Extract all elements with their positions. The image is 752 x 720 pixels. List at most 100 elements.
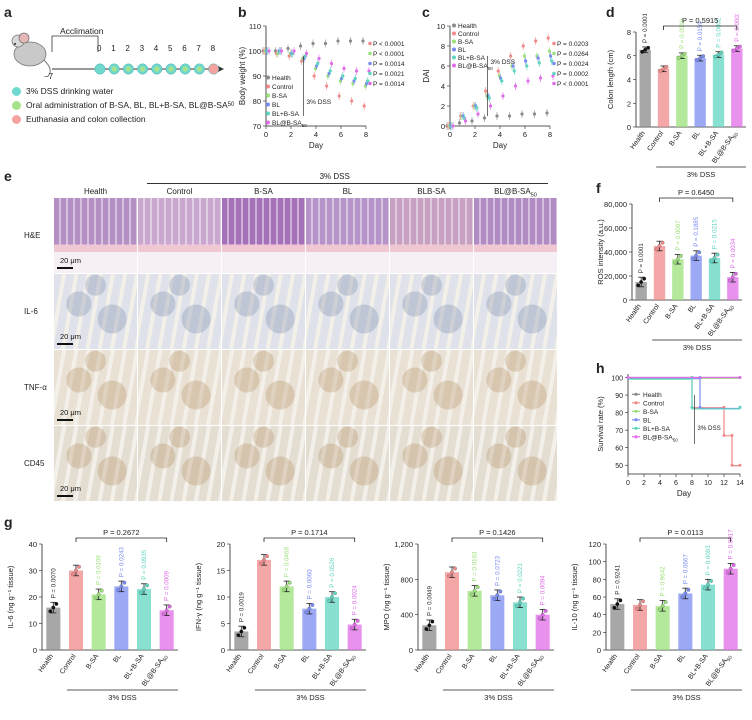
- y-tick-label: 90: [253, 72, 261, 81]
- top-pvalue: P = 0.0113: [667, 528, 703, 537]
- x-tick-label: 2: [289, 130, 293, 139]
- x-tick-label: Health: [226, 653, 243, 674]
- data-point: [327, 71, 331, 76]
- x-tick-label: 8: [548, 130, 552, 139]
- survival-point: [738, 405, 742, 409]
- data-point: [712, 256, 717, 260]
- top-pvalue: P = 0.1426: [479, 528, 515, 537]
- legend-label: BL: [643, 417, 651, 424]
- x-tick-label: BL: [488, 653, 499, 664]
- data-point: [511, 64, 515, 68]
- data-point: [658, 68, 663, 73]
- histology-image: [390, 350, 473, 425]
- survival-point: [730, 463, 734, 467]
- legend-marker: [634, 435, 638, 439]
- y-tick-label: 40: [593, 611, 601, 620]
- data-point: [680, 595, 685, 600]
- x-tick-label: 2: [642, 480, 646, 487]
- y-tick-label: 10: [29, 620, 37, 629]
- histology-image: [138, 350, 221, 425]
- panel-a-timeline: [11, 32, 224, 77]
- data-point: [734, 46, 739, 51]
- data-point: [496, 69, 500, 73]
- timeline-day-dot: [94, 63, 106, 75]
- legend-marker: [634, 426, 638, 430]
- data-point: [463, 119, 468, 123]
- treatment-dot: [168, 66, 174, 72]
- data-point: [636, 283, 641, 288]
- x-tick-label: B-SA: [273, 653, 288, 671]
- panel-f-chart: 0 20,000 40,000 60,000 80,000 ROS intensity (…: [596, 188, 742, 352]
- panel-c-chart: 0 2 4 6 8 10 0 2 4 6 8 Day DAI 3% DSS HealthControlB-S…: [422, 22, 589, 150]
- data-point: [521, 596, 525, 601]
- legend-item: 3% DSS drinking water: [12, 86, 237, 96]
- dss-label: 3% DSS: [672, 693, 700, 702]
- bar-pvalue: P = 0.0215: [712, 219, 719, 250]
- y-tick-label: 6: [441, 62, 445, 71]
- data-point: [532, 112, 537, 116]
- acclimation-label: Acclimation: [60, 26, 104, 36]
- histology-image: [54, 426, 137, 501]
- data-point: [122, 580, 127, 585]
- bar: [635, 282, 647, 300]
- data-point: [450, 570, 454, 575]
- x-tick-label: B-SA: [461, 653, 476, 671]
- bar-pvalue: P = 0.0009: [164, 570, 171, 601]
- panel-e: 3% DSS Health Control B-SA BL BLB-SA BL@B-SA50…: [8, 172, 588, 512]
- data-point: [499, 76, 503, 80]
- bar: [467, 590, 482, 650]
- data-point: [639, 280, 644, 284]
- panel-g-il10-chart: 0 20 40 60 80 100 120 IL-10 (ng g⁻¹ tissue) Heal…: [570, 528, 742, 702]
- y-tick-label: 0: [441, 122, 445, 131]
- pvalue-label: P < 0.0001: [557, 81, 589, 88]
- data-point: [71, 572, 75, 577]
- scale-bar-label: 20 μm: [60, 256, 81, 265]
- data-point: [730, 275, 735, 280]
- legend-marker: [452, 23, 456, 28]
- data-point: [303, 54, 307, 58]
- top-pvalue: P = 0.2672: [103, 528, 139, 537]
- bar: [46, 607, 61, 650]
- data-point: [536, 56, 540, 60]
- data-point: [54, 601, 59, 606]
- histology-column-header: BLB-SA: [417, 187, 446, 196]
- y-tick-label: 80,000: [604, 200, 627, 209]
- histology-row-label: TNF-α: [24, 382, 47, 392]
- significance-bracket: [75, 537, 168, 542]
- bar: [324, 597, 340, 650]
- timeline-day-label: 7: [196, 44, 201, 53]
- panel-letter-d: d: [606, 4, 615, 20]
- legend-marker: [266, 111, 270, 116]
- data-point: [352, 622, 357, 627]
- data-point: [284, 584, 289, 589]
- data-point: [672, 260, 677, 265]
- data-point: [507, 114, 512, 118]
- data-point: [427, 623, 432, 628]
- legend-dot: [12, 114, 21, 124]
- legend-subscript: 50: [488, 66, 494, 71]
- y-tick-label: 90: [615, 393, 623, 400]
- x-tick-label: B-SA: [664, 303, 679, 321]
- y-tick-label: 20: [29, 593, 37, 602]
- timeline-day-label: 0: [97, 44, 102, 53]
- data-point: [469, 592, 474, 597]
- data-point: [500, 79, 504, 83]
- bar: [114, 586, 129, 650]
- x-tick-label: Control: [623, 653, 642, 676]
- data-point: [709, 579, 713, 583]
- data-point: [451, 124, 455, 128]
- scale-bar: [57, 267, 73, 269]
- legend-label: BL@B-SA50: [643, 434, 678, 442]
- data-point: [326, 74, 330, 78]
- panel-b-chart: 70 80 90 100 110 0 2 4 6 8 Day Body weight (%) 3% DS…: [238, 22, 405, 150]
- data-point: [635, 606, 639, 611]
- scale-bar: [57, 495, 73, 497]
- legend-marker: [266, 93, 270, 98]
- histology-image: [474, 426, 557, 501]
- pvalue-marker: [368, 51, 372, 56]
- bar: [159, 610, 174, 650]
- x-tick-label: 4: [498, 130, 502, 139]
- bar: [653, 246, 666, 300]
- legend-label: BL+B-SA: [458, 55, 486, 62]
- data-point: [313, 66, 317, 71]
